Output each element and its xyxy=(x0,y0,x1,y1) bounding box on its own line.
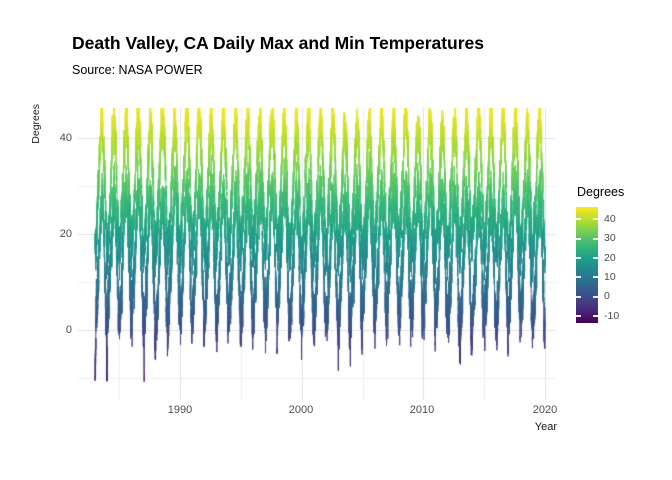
legend-tick-mark xyxy=(576,295,581,298)
legend-tick-mark xyxy=(593,276,598,279)
legend-label-40: 40 xyxy=(604,212,616,225)
legend-tick-mark xyxy=(593,295,598,298)
legend-label-20: 20 xyxy=(604,251,616,264)
y-tick-label-20: 20 xyxy=(59,228,72,240)
y-tick-label-0: 0 xyxy=(65,324,72,336)
legend-tick-mark xyxy=(576,237,581,240)
x-tick-label-2000: 2000 xyxy=(288,404,314,416)
plot-panel xyxy=(78,108,556,400)
y-tick-label-40: 40 xyxy=(59,132,72,144)
legend-label-neg10: -10 xyxy=(604,309,620,322)
legend-tick-mark xyxy=(576,218,581,221)
legend-label-10: 10 xyxy=(604,270,616,283)
colorbar-legend: Degrees 40 30 20 10 0 -10 xyxy=(576,185,666,345)
legend-tick-mark xyxy=(576,257,581,260)
legend-tick-mark xyxy=(593,315,598,318)
chart-title: Death Valley, CA Daily Max and Min Tempe… xyxy=(72,33,485,53)
legend-tick-mark xyxy=(576,315,581,318)
legend-tick-mark xyxy=(593,237,598,240)
x-tick-label-2010: 2010 xyxy=(409,404,435,416)
x-tick-label-1990: 1990 xyxy=(167,404,193,416)
legend-label-0: 0 xyxy=(604,290,610,303)
chart-subtitle: Source: NASA POWER xyxy=(72,63,203,77)
legend-tick-mark xyxy=(593,257,598,260)
legend-colorbar xyxy=(576,207,598,323)
legend-title: Degrees xyxy=(577,185,625,199)
x-axis-title: Year xyxy=(534,421,557,433)
legend-tick-mark xyxy=(576,276,581,279)
legend-label-30: 30 xyxy=(604,232,616,245)
legend-tick-mark xyxy=(593,218,598,221)
x-tick-label-2020: 2020 xyxy=(532,404,558,416)
